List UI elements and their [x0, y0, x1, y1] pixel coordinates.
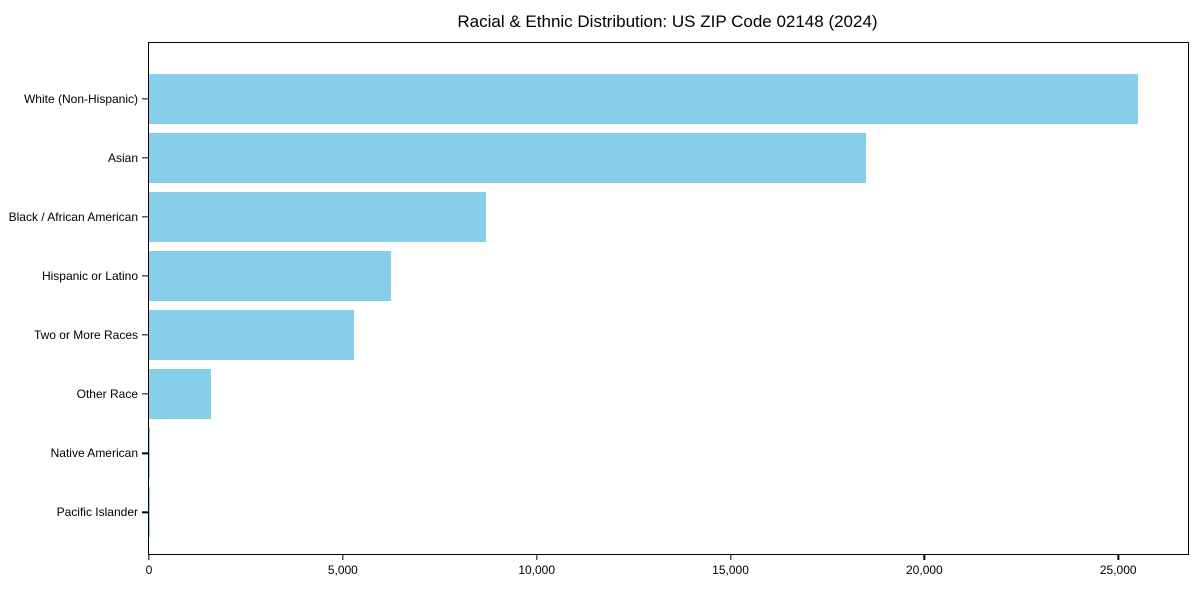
x-tick-mark: [536, 554, 538, 560]
x-tick-label: 10,000: [518, 563, 556, 577]
y-tick-label: Hispanic or Latino: [41, 268, 138, 283]
bar: [149, 310, 355, 361]
bars-container: White (Non-Hispanic) Asian Black / African…: [9, 43, 1188, 554]
y-tick-mark: [142, 157, 149, 159]
x-tick-label: 25,000: [1099, 563, 1137, 577]
y-tick-label: Native American: [50, 446, 138, 461]
bar-row: Black / African American: [9, 187, 1188, 246]
x-tick-label: 15,000: [712, 563, 749, 577]
plot-area: White (Non-Hispanic) Asian Black / African…: [9, 42, 1189, 577]
bar: [149, 428, 151, 479]
chart-title: Racial & Ethnic Distribution: US ZIP Cod…: [457, 12, 878, 31]
bar: [149, 191, 487, 242]
x-tick-mark: [729, 554, 732, 560]
x-tick-mark: [342, 554, 344, 560]
bar-row: White (Non-Hispanic): [24, 69, 1188, 128]
bar-row: Native American: [51, 424, 1188, 483]
y-tick-mark: [142, 275, 149, 277]
bar: [149, 73, 1138, 124]
y-tick-mark: [142, 393, 149, 395]
x-tick-label: 0: [145, 563, 153, 577]
y-tick-label: Asian: [107, 150, 138, 165]
y-tick-mark: [142, 216, 149, 218]
x-tick-mark: [923, 554, 926, 560]
x-tick-label: 20,000: [906, 563, 943, 577]
y-tick-label: Two or More Races: [33, 328, 138, 343]
y-tick-label: Other Race: [76, 387, 138, 402]
bar: [149, 132, 867, 183]
bar-row: Hispanic or Latino: [42, 246, 1188, 305]
x-tick-label: 5,000: [327, 563, 358, 577]
bar-row: Pacific Islander: [57, 483, 1188, 542]
bar-row: Asian: [108, 128, 1188, 187]
bar: [149, 250, 392, 301]
y-tick-label: White (Non-Hispanic): [23, 91, 138, 106]
x-tick-mark: [148, 554, 150, 560]
bar: [149, 369, 212, 420]
x-tick-mark: [1117, 554, 1119, 560]
y-tick-label: Pacific Islander: [56, 505, 138, 520]
bar-row: Other Race: [77, 365, 1188, 424]
y-tick-mark: [142, 97, 149, 100]
y-tick-label: Black / African American: [8, 209, 138, 224]
y-tick-mark: [142, 334, 149, 336]
y-tick-mark: [142, 452, 149, 454]
y-tick-mark: [142, 511, 149, 514]
bar-row: Two or More Races: [34, 306, 1188, 365]
